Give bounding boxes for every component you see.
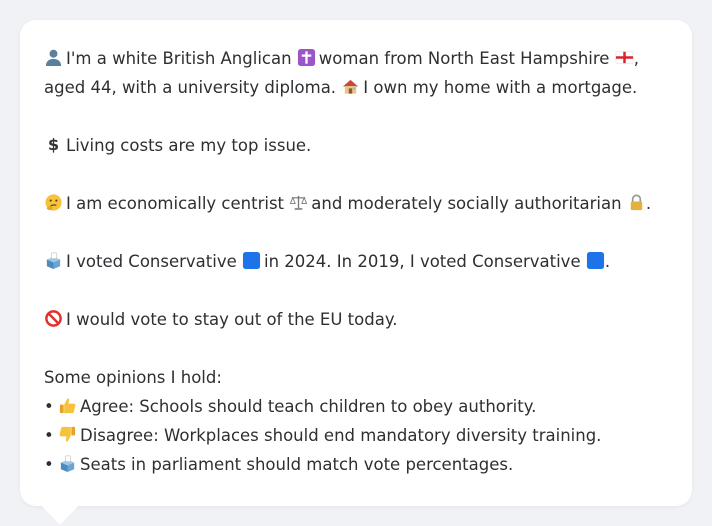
ideology-text-1: I am economically centrist (66, 194, 285, 213)
speech-bubble-tail (41, 505, 79, 525)
prohibited-icon (44, 309, 63, 328)
eu-text: I would vote to stay out of the EU today… (66, 310, 398, 329)
thinking-face-icon (44, 193, 63, 212)
identity-paragraph: I'm a white British Anglican woman from … (44, 44, 668, 102)
house-icon (341, 77, 360, 96)
persona-card: I'm a white British Anglican woman from … (20, 20, 692, 506)
voting-text-3: . (604, 252, 611, 271)
bullet: • (44, 426, 54, 445)
opinion-item: • Disagree: Workplaces should end mandato… (44, 421, 668, 450)
opinion-text: Seats in parliament should match vote pe… (80, 455, 514, 474)
balance-scale-icon (289, 193, 308, 212)
ideology-text-3: . (645, 194, 652, 213)
ballot-box-icon (58, 454, 77, 473)
top-issue-paragraph: $ Living costs are my top issue. (44, 131, 668, 160)
identity-text-1: I'm a white British Anglican (66, 49, 292, 68)
svg-text:$: $ (48, 135, 59, 154)
bullet: • (44, 397, 54, 416)
blue-square-icon (586, 251, 605, 270)
opinion-item: • Agree: Schools should teach children to… (44, 392, 668, 421)
voting-text-2: in 2024. In 2019, I voted Conservative (264, 252, 581, 271)
person-icon (44, 48, 63, 67)
identity-text-5: I own my home with a mortgage. (363, 78, 638, 97)
ballot-box-icon (44, 251, 63, 270)
opinion-text: Disagree: Workplaces should end mandator… (80, 426, 602, 445)
voting-text-1: I voted Conservative (66, 252, 237, 271)
latin-cross-icon (297, 48, 316, 67)
ideology-paragraph: I am economically centrist and moderatel… (44, 189, 668, 218)
thumbs-up-icon (58, 396, 77, 415)
thumbs-down-icon (58, 425, 77, 444)
dollar-sign-icon: $ (44, 135, 63, 154)
eu-paragraph: I would vote to stay out of the EU today… (44, 305, 668, 334)
opinion-text: Agree: Schools should teach children to … (80, 397, 537, 416)
identity-text-2: woman from North East Hampshire (318, 49, 610, 68)
blue-square-icon (242, 251, 261, 270)
england-flag-icon (615, 48, 634, 67)
bullet: • (44, 455, 54, 474)
identity-text-3: , (633, 49, 639, 68)
voting-paragraph: I voted Conservative in 2024. In 2019, I… (44, 247, 668, 276)
opinion-item: • Seats in parliament should match vote p… (44, 450, 668, 479)
ideology-text-2: and moderately socially authoritarian (311, 194, 622, 213)
identity-text-4: aged 44, with a university diploma. (44, 78, 337, 97)
padlock-icon (627, 193, 646, 212)
opinions-heading: Some opinions I hold: (44, 368, 222, 387)
top-issue-text: Living costs are my top issue. (66, 136, 312, 155)
